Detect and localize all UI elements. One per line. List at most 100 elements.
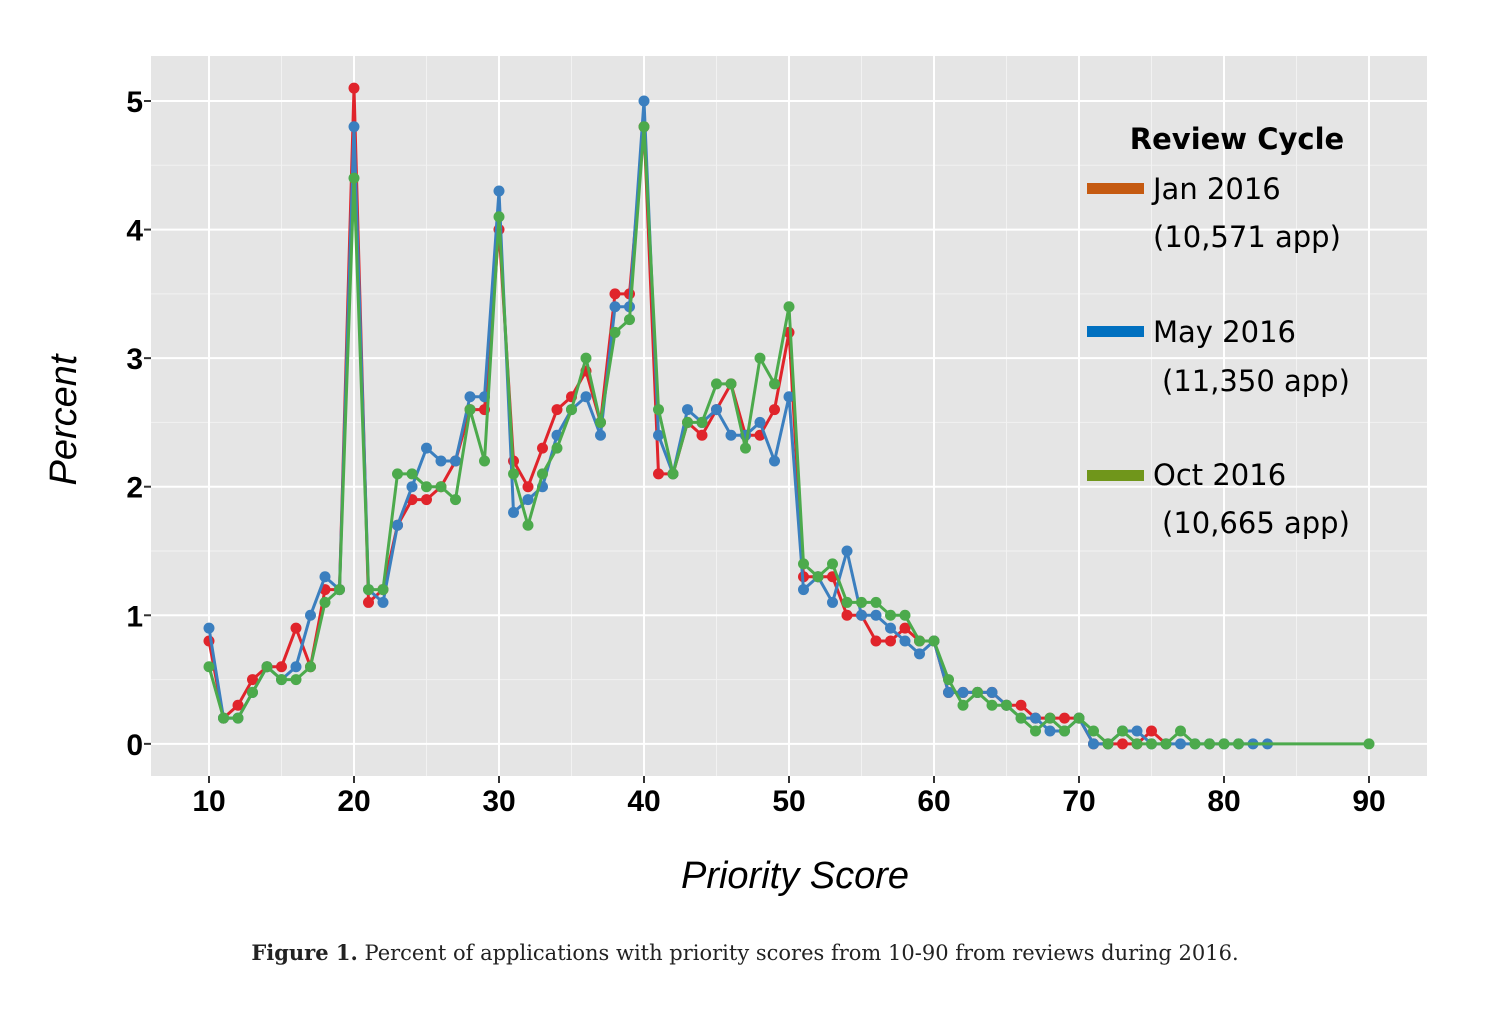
caption-label: Figure 1.: [251, 940, 358, 965]
data-point: [943, 674, 954, 686]
data-point: [1088, 725, 1099, 737]
data-point: [464, 391, 476, 403]
x-axis-ticks: 10 20 30 40 50 60 70 80 90: [192, 776, 1386, 818]
data-point: [972, 686, 983, 698]
data-point: [450, 494, 461, 506]
data-point: [406, 481, 418, 493]
data-point: [537, 468, 548, 480]
data-point: [1088, 738, 1099, 750]
data-point: [885, 622, 896, 634]
legend-key-jan-2016: [1087, 183, 1144, 194]
data-point: [856, 609, 867, 621]
data-point: [914, 648, 925, 660]
data-point: [247, 686, 258, 698]
data-point: [232, 699, 244, 711]
data-point: [798, 558, 809, 570]
data-point: [943, 686, 954, 698]
data-point: [783, 301, 795, 313]
data-point: [247, 674, 258, 686]
data-point: [580, 352, 592, 364]
x-tick-label: 70: [1062, 785, 1095, 818]
data-point: [276, 661, 287, 673]
data-point: [798, 584, 809, 596]
data-point: [493, 211, 505, 223]
legend-label-may-2016: May 2016: [1153, 315, 1296, 349]
data-point: [740, 442, 751, 454]
line-chart: 0 1 2 3 4 5 10 20 30 40 50 60 70 80 90 Priority Score…: [43, 56, 1427, 897]
data-point: [435, 455, 447, 467]
data-point: [1044, 712, 1056, 724]
data-point: [812, 571, 824, 583]
y-axis-title: Percent: [43, 353, 85, 485]
x-tick-label: 80: [1207, 785, 1240, 818]
data-point: [1189, 738, 1201, 750]
legend-key-oct-2016: [1087, 470, 1144, 481]
data-point: [595, 429, 606, 441]
data-point: [653, 468, 664, 480]
x-axis-title: Priority Score: [681, 855, 909, 897]
data-point: [1001, 699, 1012, 711]
data-point: [696, 416, 708, 428]
y-tick-label: 0: [126, 729, 143, 762]
data-point: [421, 481, 432, 493]
data-point: [334, 584, 345, 596]
data-point: [899, 622, 911, 634]
data-point: [1015, 712, 1027, 724]
data-point: [305, 661, 316, 673]
data-point: [1044, 725, 1056, 737]
data-point: [522, 494, 534, 506]
legend-label-jan-2016: Jan 2016: [1151, 172, 1281, 206]
data-point: [290, 674, 302, 686]
data-point: [203, 661, 215, 673]
data-point: [841, 609, 853, 621]
data-point: [711, 378, 722, 390]
data-point: [377, 596, 389, 608]
data-point: [638, 121, 650, 133]
data-point: [899, 635, 911, 647]
y-tick-label: 3: [126, 343, 143, 376]
data-point: [377, 584, 389, 596]
data-point: [696, 429, 708, 441]
data-point: [551, 442, 563, 454]
data-point: [1233, 738, 1244, 750]
data-point: [1030, 725, 1041, 737]
data-point: [957, 699, 969, 711]
data-point: [261, 661, 273, 673]
data-point: [870, 609, 882, 621]
data-point: [754, 416, 766, 428]
data-point: [841, 545, 853, 557]
data-point: [986, 699, 998, 711]
data-point: [1131, 725, 1143, 737]
data-point: [276, 674, 287, 686]
data-point: [348, 82, 360, 94]
data-point: [1175, 725, 1186, 737]
data-point: [580, 391, 592, 403]
figure-caption: Figure 1. Percent of applications with p…: [0, 940, 1490, 965]
data-point: [986, 686, 998, 698]
data-point: [682, 416, 693, 428]
data-point: [508, 506, 519, 518]
data-point: [522, 481, 534, 493]
data-point: [1117, 725, 1128, 737]
data-point: [624, 314, 635, 326]
data-point: [870, 635, 882, 647]
data-point: [435, 481, 447, 493]
data-point: [1030, 712, 1041, 724]
data-point: [348, 121, 360, 133]
data-point: [914, 635, 925, 647]
data-point: [1146, 725, 1157, 737]
data-point: [827, 596, 838, 608]
x-tick-label: 60: [917, 785, 950, 818]
data-point: [1146, 738, 1157, 750]
legend-key-may-2016: [1087, 326, 1144, 337]
data-point: [566, 404, 577, 416]
data-point: [537, 442, 548, 454]
y-tick-label: 1: [126, 600, 143, 633]
x-tick-label: 20: [337, 785, 370, 818]
data-point: [305, 609, 316, 621]
data-point: [725, 378, 737, 390]
legend-title: Review Cycle: [1130, 122, 1344, 156]
data-point: [522, 519, 534, 531]
data-point: [464, 404, 476, 416]
legend-sub-oct-2016: (10,665 app): [1162, 506, 1350, 540]
